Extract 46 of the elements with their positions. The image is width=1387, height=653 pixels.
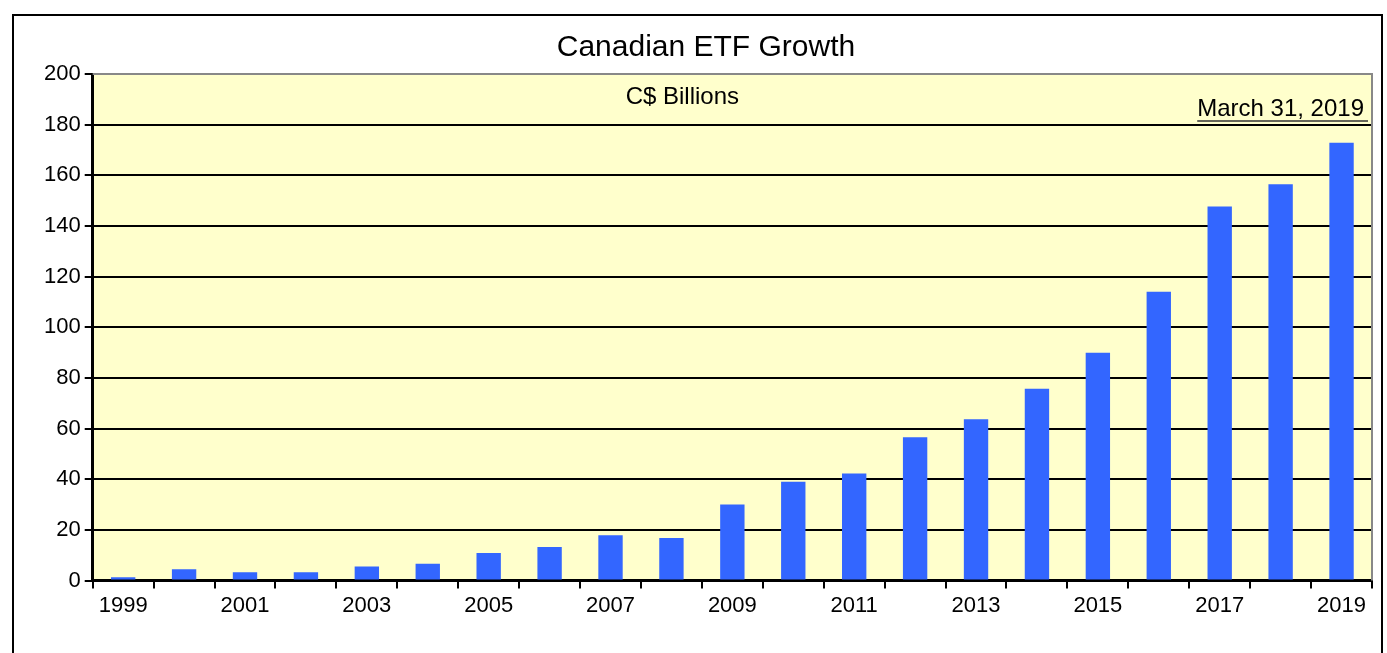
bar bbox=[415, 563, 440, 580]
y-tick-label: 160 bbox=[43, 161, 81, 187]
x-tick-label: 2009 bbox=[707, 591, 757, 617]
bar bbox=[659, 538, 684, 580]
x-tick-label: 2007 bbox=[586, 591, 635, 617]
x-tick-label: 2015 bbox=[1073, 591, 1123, 617]
bar bbox=[781, 481, 806, 580]
chart-title: Canadian ETF Growth bbox=[556, 29, 856, 63]
bar bbox=[598, 535, 623, 580]
bar bbox=[902, 437, 928, 580]
bar bbox=[1085, 352, 1111, 580]
y-tick-label: 140 bbox=[43, 212, 81, 238]
annotation: C$ Billions bbox=[625, 82, 740, 109]
bar bbox=[476, 552, 501, 580]
y-tick-label: 80 bbox=[56, 364, 81, 390]
annotation: March 31, 2019 bbox=[1197, 94, 1364, 121]
y-tick-label: 60 bbox=[56, 414, 81, 440]
x-tick-label: 2017 bbox=[1195, 591, 1245, 617]
bar bbox=[720, 504, 745, 580]
bar bbox=[110, 577, 136, 580]
y-tick-label: 180 bbox=[43, 110, 81, 136]
x-tick-label: 2003 bbox=[342, 591, 392, 617]
bar bbox=[1146, 291, 1171, 580]
bar bbox=[1268, 184, 1293, 580]
bar bbox=[1024, 388, 1050, 580]
y-tick-label: 20 bbox=[56, 516, 81, 541]
x-tick-label: 2013 bbox=[951, 591, 1001, 617]
y-tick-label: 40 bbox=[56, 465, 81, 491]
x-tick-label: 1999 bbox=[98, 591, 148, 617]
y-tick-label: 0 bbox=[68, 566, 81, 592]
y-tick-label: 120 bbox=[43, 262, 81, 288]
x-tick-label: 2019 bbox=[1317, 591, 1367, 617]
y-tick-label: 200 bbox=[43, 60, 81, 86]
bar bbox=[1207, 206, 1232, 580]
y-tick-label: 100 bbox=[43, 313, 81, 339]
x-tick-label: 2011 bbox=[830, 591, 878, 617]
x-tick-label: 2001 bbox=[220, 591, 270, 617]
bar bbox=[1329, 142, 1354, 580]
bar bbox=[232, 572, 258, 580]
bar bbox=[537, 546, 562, 580]
bar bbox=[293, 572, 319, 580]
x-tick-label: 2005 bbox=[464, 591, 514, 617]
bar bbox=[354, 566, 380, 580]
bar bbox=[963, 419, 989, 580]
bar bbox=[171, 569, 197, 580]
bar bbox=[842, 473, 867, 580]
